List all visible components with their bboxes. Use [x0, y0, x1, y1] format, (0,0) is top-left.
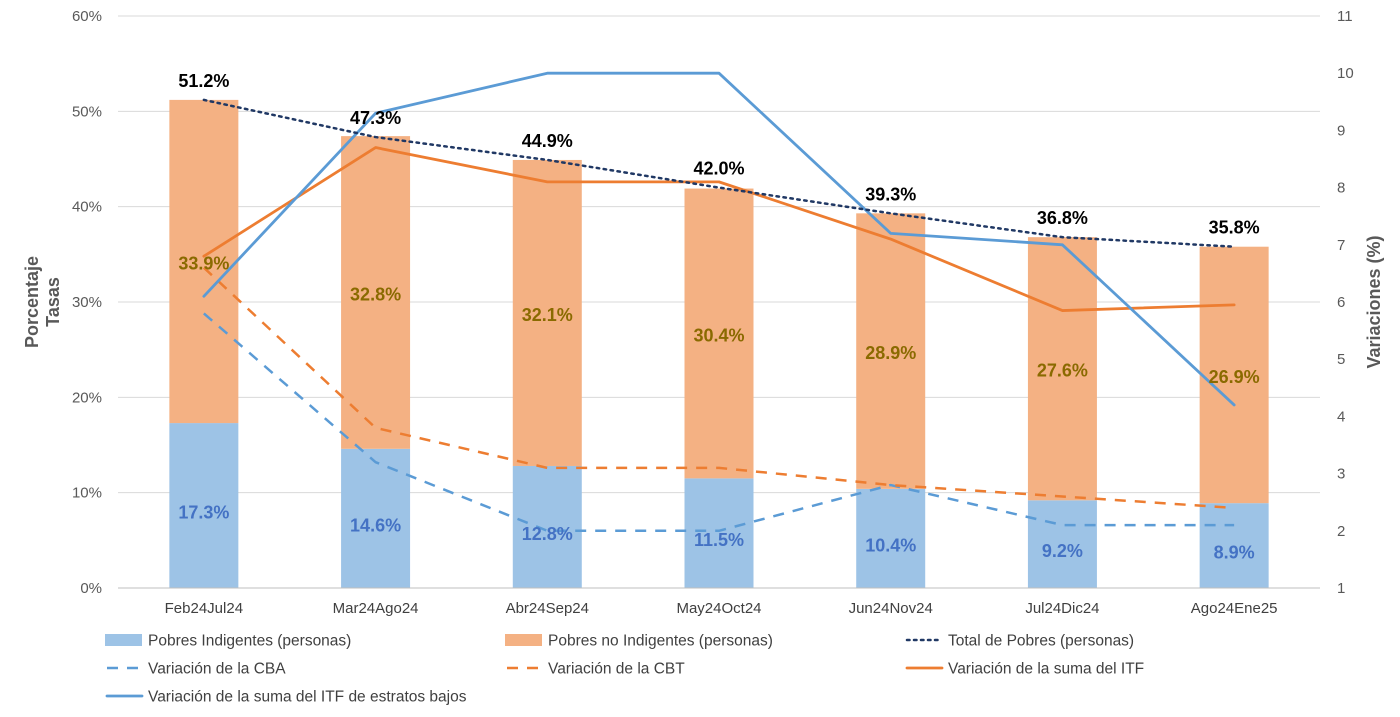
bar-pobres-indigentes — [684, 478, 754, 588]
y-left-tick-label: 50% — [72, 103, 102, 120]
bar-pobres-no-indigentes — [684, 188, 754, 479]
bar-pobres-no-indigentes — [1199, 246, 1269, 504]
y-right-tick-label: 4 — [1337, 408, 1345, 425]
x-tick-label: Jul24Dic24 — [1025, 600, 1099, 617]
label-pobres-indigentes: 10.4% — [865, 535, 916, 555]
label-total-pobres: 47.3% — [350, 108, 401, 128]
label-pobres-indigentes: 11.5% — [694, 530, 744, 550]
y-left-tick-label: 40% — [72, 199, 102, 216]
y-right-tick-label: 10 — [1337, 65, 1354, 82]
y-right-tick-label: 2 — [1337, 523, 1345, 540]
label-pobres-no-indigentes: 30.4% — [693, 325, 744, 345]
label-pobres-no-indigentes: 32.8% — [350, 284, 401, 304]
legend-label: Total de Pobres (personas) — [948, 633, 1134, 650]
y-right-axis-title: Variaciones (%) — [1364, 235, 1384, 368]
label-pobres-no-indigentes: 32.1% — [522, 305, 573, 325]
series-line-4 — [203, 266, 1235, 510]
label-total-pobres: 44.9% — [522, 131, 573, 151]
label-pobres-indigentes: 9.2% — [1042, 541, 1083, 561]
axes: 0% 10% 20% 30% 40% 50% 60% 1 2 3 4 5 6 7 8 9 10 11 Porcent… — [22, 8, 1384, 617]
y-right-tick-label: 5 — [1337, 351, 1345, 368]
label-pobres-indigentes: 12.8% — [522, 524, 573, 544]
bar-pobres-indigentes — [1027, 500, 1097, 588]
x-tick-label: Feb24Jul24 — [165, 600, 243, 617]
label-pobres-indigentes: 14.6% — [350, 515, 401, 535]
y-right-tick-label: 3 — [1337, 466, 1345, 483]
label-pobres-no-indigentes: 26.9% — [1209, 367, 1260, 387]
bar-pobres-indigentes — [856, 488, 926, 588]
label-total-pobres: 36.8% — [1037, 208, 1088, 228]
y-left-tick-label: 30% — [72, 294, 102, 311]
y-right-tick-label: 9 — [1337, 122, 1345, 139]
label-total-pobres: 51.2% — [178, 71, 229, 91]
series-line-6 — [202, 71, 1236, 407]
y-right-tick-label: 8 — [1337, 180, 1345, 197]
series-line-2 — [202, 98, 1236, 248]
bar-pobres-no-indigentes — [169, 99, 239, 424]
bar-pobres-indigentes — [341, 448, 411, 588]
label-pobres-no-indigentes: 33.9% — [178, 253, 229, 273]
y-left-tick-label: 0% — [80, 580, 102, 597]
label-total-pobres: 35.8% — [1209, 218, 1260, 238]
legend-label: Variación de la CBA — [148, 661, 286, 678]
legend-label: Pobres Indigentes (personas) — [148, 633, 351, 650]
legend-swatch — [505, 634, 542, 646]
y-left-axis-title-line1: Porcentaje — [22, 256, 42, 348]
bar-pobres-no-indigentes — [341, 136, 411, 449]
legend: Pobres Indigentes (personas) Pobres no In… — [105, 633, 1144, 706]
data-labels: 17.3% 33.9% 51.2% 14.6% 32.8% 47.3% 12.8% 32.1%… — [178, 71, 1259, 563]
y-left-tick-label: 20% — [72, 389, 102, 406]
series-line-3 — [203, 312, 1235, 533]
bar-pobres-no-indigentes — [1027, 237, 1097, 501]
label-pobres-indigentes: 8.9% — [1214, 543, 1255, 563]
legend-label: Pobres no Indigentes (personas) — [548, 633, 773, 650]
x-tick-label: May24Oct24 — [676, 600, 761, 617]
bar-pobres-indigentes — [512, 465, 582, 588]
y-right-tick-label: 7 — [1337, 237, 1345, 254]
x-tick-label: Abr24Sep24 — [506, 600, 589, 617]
x-tick-label: Mar24Ago24 — [333, 600, 419, 617]
y-left-axis-title-line2: Tasas — [43, 277, 63, 327]
x-tick-label: Jun24Nov24 — [849, 600, 933, 617]
label-pobres-no-indigentes: 27.6% — [1037, 361, 1088, 381]
bar-pobres-indigentes — [169, 423, 239, 588]
legend-label: Variación de la suma del ITF — [948, 661, 1144, 678]
legend-label: Variación de la CBT — [548, 661, 685, 678]
legend-label: Variación de la suma del ITF de estratos… — [148, 689, 467, 706]
bar-pobres-indigentes — [1199, 503, 1269, 588]
bars — [169, 99, 1269, 588]
y-right-tick-label: 11 — [1337, 8, 1353, 25]
label-total-pobres: 39.3% — [865, 184, 916, 204]
series-lines — [202, 71, 1236, 533]
y-right-tick-label: 1 — [1337, 580, 1345, 597]
series-line-5 — [202, 146, 1236, 312]
label-total-pobres: 42.0% — [693, 159, 744, 179]
label-pobres-indigentes: 17.3% — [178, 503, 229, 523]
y-left-tick-label: 60% — [72, 8, 102, 25]
y-left-axis-title: PorcentajeTasas — [22, 256, 63, 348]
y-left-tick-label: 10% — [72, 485, 102, 502]
legend-swatch — [105, 634, 142, 646]
label-pobres-no-indigentes: 28.9% — [865, 343, 916, 363]
bar-pobres-no-indigentes — [856, 213, 926, 489]
y-right-tick-label: 6 — [1337, 294, 1345, 311]
x-tick-label: Ago24Ene25 — [1191, 600, 1278, 617]
bar-pobres-no-indigentes — [512, 159, 582, 466]
